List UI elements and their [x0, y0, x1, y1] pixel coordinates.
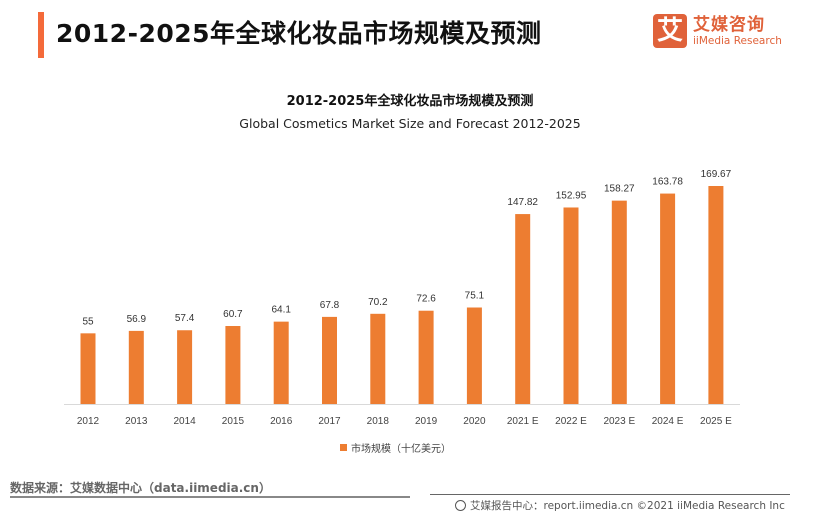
x-tick-label: 2021 E	[507, 416, 539, 427]
data-label: 147.82	[507, 197, 538, 208]
bar-2023e	[611, 200, 627, 404]
data-label: 64.1	[271, 305, 291, 316]
bar-2022e	[563, 207, 579, 404]
footer: 艾媒报告中心：report.iimedia.cn ©2021 iiMedia R…	[455, 498, 785, 513]
data-label: 72.6	[416, 294, 436, 305]
x-tick-label: 2025 E	[700, 416, 732, 427]
bar-2013	[128, 330, 144, 404]
data-label: 75.1	[465, 291, 485, 302]
x-tick-label: 2013	[125, 416, 148, 427]
x-tick-label: 2015	[222, 416, 245, 427]
bar-2025e	[708, 186, 724, 404]
bar-2017	[322, 316, 337, 404]
data-label: 67.8	[320, 300, 340, 311]
x-tick-label: 2017	[318, 416, 341, 427]
globe-icon	[455, 500, 466, 511]
bar-2012	[80, 333, 96, 404]
logo-name-cn: 艾媒咨询	[693, 14, 765, 35]
chart-title: 2012-2025年全球化妆品市场规模及预测	[286, 94, 534, 109]
x-tick-label: 2020	[463, 416, 486, 427]
bar-2019	[418, 310, 434, 404]
x-tick-label: 2023 E	[603, 416, 635, 427]
data-label: 158.27	[604, 184, 635, 195]
data-label: 70.2	[368, 297, 388, 308]
title-accent-bar	[38, 12, 44, 58]
data-label: 163.78	[652, 177, 683, 188]
logo-icon: 艾	[653, 14, 687, 48]
bar-2018	[370, 313, 386, 404]
data-label: 55	[82, 316, 94, 327]
x-tick-label: 2018	[367, 416, 390, 427]
bar-2024e	[660, 193, 676, 404]
x-tick-label: 2012	[77, 416, 100, 427]
chart-subtitle: Global Cosmetics Market Size and Forecas…	[239, 116, 581, 131]
data-label: 152.95	[556, 190, 587, 201]
bar-2015	[225, 326, 241, 404]
brand-logo: 艾 艾媒咨询 iiMedia Research	[653, 14, 782, 48]
footer-report: 艾媒报告中心：report.iimedia.cn ©2021 iiMedia R…	[470, 500, 785, 512]
x-tick-label: 2024 E	[652, 416, 684, 427]
legend-swatch	[340, 444, 347, 451]
x-tick-label: 2022 E	[555, 416, 587, 427]
data-label: 60.7	[223, 309, 243, 320]
x-tick-label: 2016	[270, 416, 293, 427]
page-title: 2012-2025年全球化妆品市场规模及预测	[56, 19, 542, 48]
bar-2016	[273, 321, 289, 404]
data-label: 169.67	[701, 169, 732, 180]
data-label: 56.9	[127, 314, 147, 325]
source-divider	[10, 496, 410, 498]
legend: 市场规模（十亿美元）	[340, 440, 451, 455]
logo-name-en: iiMedia Research	[693, 34, 782, 47]
bar-2021e	[515, 214, 531, 404]
x-tick-label: 2019	[415, 416, 438, 427]
x-tick-label: 2014	[173, 416, 196, 427]
bar-2020	[466, 307, 482, 404]
footer-divider	[430, 494, 790, 495]
data-label: 57.4	[175, 313, 195, 324]
data-source: 数据来源：艾媒数据中心（data.iimedia.cn）	[10, 481, 271, 495]
bar-2014	[177, 330, 193, 404]
legend-label: 市场规模（十亿美元）	[351, 444, 451, 455]
